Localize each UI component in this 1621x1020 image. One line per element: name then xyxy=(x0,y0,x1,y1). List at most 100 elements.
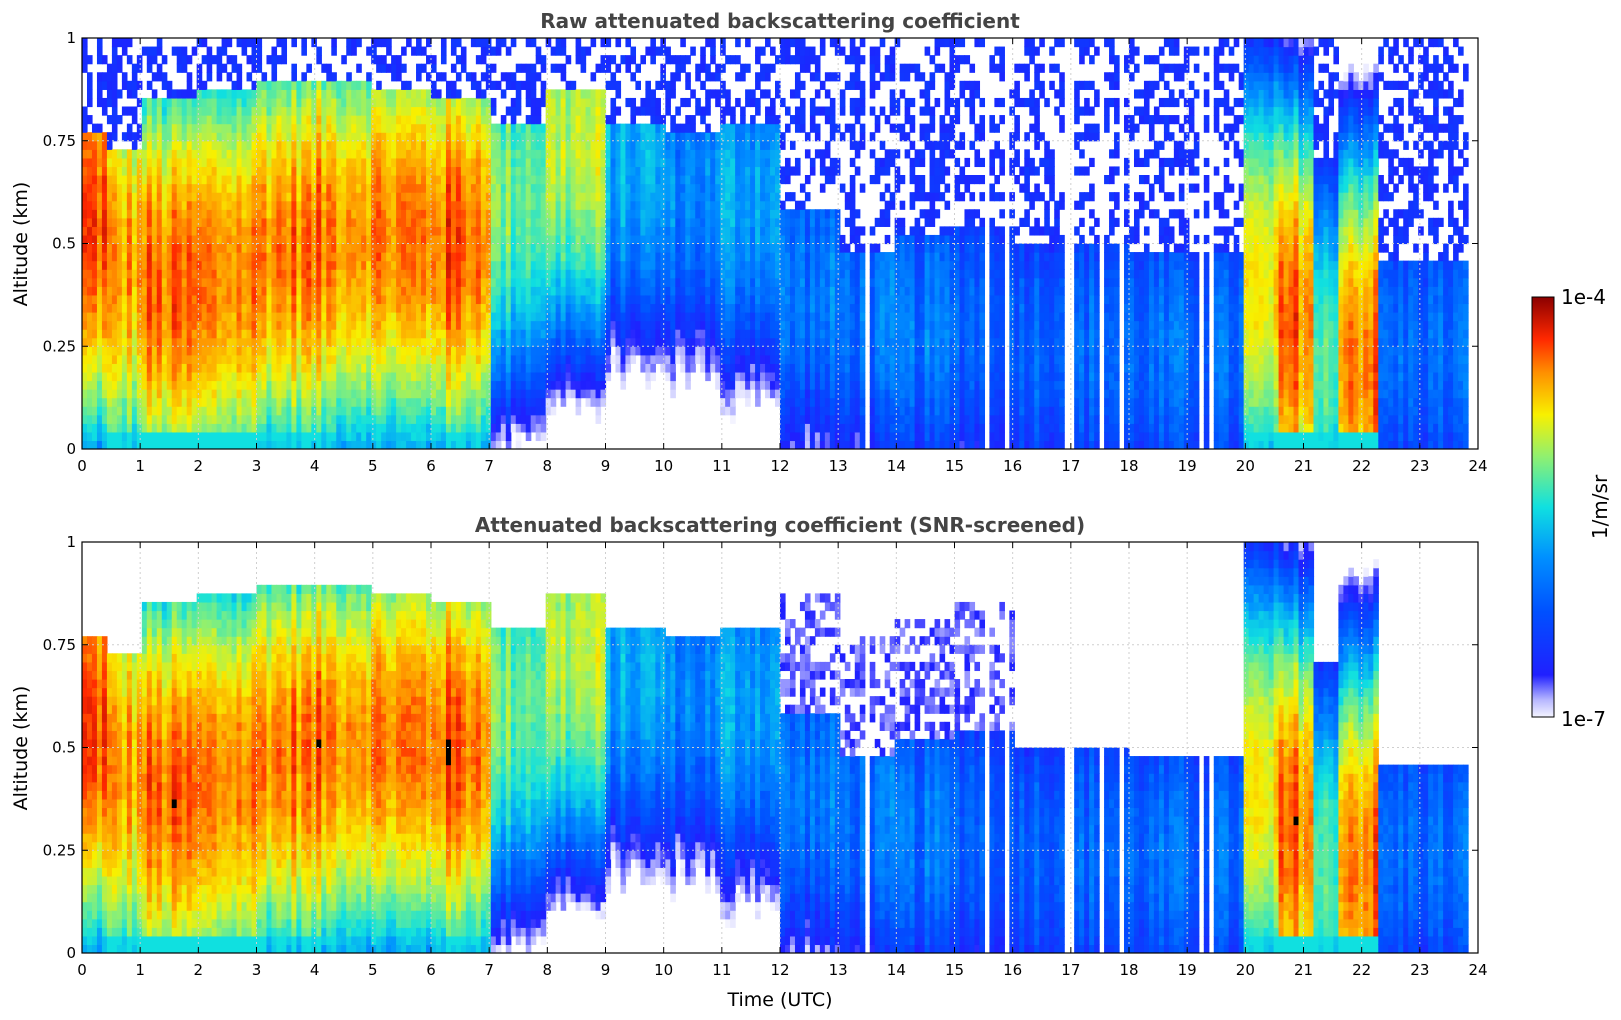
heatmap-cell xyxy=(401,166,407,176)
heatmap-cell xyxy=(465,346,472,356)
heatmap-cell xyxy=(156,252,163,262)
heatmap-cell xyxy=(166,234,173,245)
heatmap-cell xyxy=(610,115,617,125)
heatmap-cell xyxy=(256,389,263,399)
heatmap-cell xyxy=(431,269,437,279)
heatmap-cell xyxy=(665,286,671,296)
heatmap-cell xyxy=(191,389,198,399)
heatmap-cell xyxy=(281,277,288,287)
heatmap-cell xyxy=(450,89,457,99)
heatmap-cell xyxy=(386,209,392,219)
heatmap-cell xyxy=(291,329,297,339)
heatmap-cell xyxy=(535,157,542,168)
heatmap-cell xyxy=(116,406,123,416)
heatmap-cell xyxy=(206,286,213,296)
heatmap-cell xyxy=(600,166,607,176)
heatmap-cell xyxy=(445,209,452,219)
heatmap-cell xyxy=(645,80,651,90)
heatmap-cell xyxy=(650,38,656,48)
heatmap-cell xyxy=(326,106,332,116)
heatmap-cell xyxy=(660,157,666,168)
heatmap-cell xyxy=(525,175,532,185)
heatmap-cell xyxy=(470,123,477,133)
heatmap-cell xyxy=(311,320,317,330)
heatmap-cell xyxy=(520,303,527,313)
heatmap-cell xyxy=(111,337,118,347)
heatmap-cell xyxy=(515,312,522,322)
heatmap-cell xyxy=(440,209,447,219)
heatmap-cell xyxy=(356,123,362,133)
heatmap-cell xyxy=(121,389,128,399)
heatmap-cell xyxy=(141,140,148,150)
heatmap-cell xyxy=(455,123,462,133)
heatmap-cell xyxy=(251,243,258,253)
heatmap-cell xyxy=(306,346,312,356)
heatmap-cell xyxy=(236,149,243,159)
heatmap-cell xyxy=(510,286,517,296)
heatmap-cell xyxy=(206,226,213,236)
heatmap-cell xyxy=(196,320,203,330)
heatmap-cell xyxy=(191,329,198,339)
heatmap-cell xyxy=(640,183,646,193)
heatmap-cell xyxy=(106,371,113,382)
heatmap-cell xyxy=(221,312,228,322)
heatmap-cell xyxy=(281,363,288,373)
heatmap-cell xyxy=(306,277,312,287)
heatmap-cell xyxy=(266,363,273,373)
heatmap-cell xyxy=(391,157,397,168)
heatmap-cell xyxy=(146,346,153,356)
heatmap-cell xyxy=(580,166,587,176)
heatmap-cell xyxy=(241,371,248,382)
heatmap-cell xyxy=(366,157,372,168)
heatmap-cell xyxy=(391,406,397,416)
heatmap-cell xyxy=(595,166,602,176)
heatmap-cell xyxy=(301,123,307,133)
heatmap-cell xyxy=(91,269,98,279)
heatmap-cell xyxy=(346,320,352,330)
heatmap-cell xyxy=(495,397,502,407)
heatmap-cell xyxy=(311,389,317,399)
heatmap-cell xyxy=(431,55,437,65)
heatmap-cell xyxy=(351,149,357,159)
heatmap-cell xyxy=(450,406,457,416)
heatmap-cell xyxy=(376,337,382,347)
heatmap-cell xyxy=(366,414,372,424)
heatmap-cell xyxy=(595,252,602,262)
heatmap-cell xyxy=(650,346,656,356)
heatmap-cell xyxy=(480,346,487,356)
heatmap-cell xyxy=(376,277,382,287)
heatmap-cell xyxy=(515,209,522,219)
heatmap-cell xyxy=(126,303,133,313)
heatmap-cell xyxy=(515,329,522,339)
heatmap-cell xyxy=(610,260,617,270)
heatmap-cell xyxy=(311,209,317,219)
heatmap-cell xyxy=(590,106,597,116)
heatmap-cell xyxy=(366,406,372,416)
heatmap-cell xyxy=(585,157,592,168)
heatmap-cell xyxy=(635,303,641,313)
heatmap-cell xyxy=(431,226,437,236)
heatmap-cell xyxy=(401,106,407,116)
heatmap-cell xyxy=(221,423,228,433)
heatmap-cell xyxy=(251,406,258,416)
heatmap-cell xyxy=(515,423,522,433)
heatmap-cell xyxy=(341,431,347,442)
heatmap-cell xyxy=(485,80,492,90)
heatmap-cell xyxy=(291,72,297,82)
heatmap-cell xyxy=(376,431,382,442)
heatmap-cell xyxy=(401,294,407,305)
heatmap-cell xyxy=(311,406,317,416)
heatmap-cell xyxy=(575,183,582,193)
heatmap-cell xyxy=(520,363,527,373)
heatmap-cell xyxy=(460,183,467,193)
heatmap-cell xyxy=(650,294,656,305)
heatmap-cell xyxy=(490,260,497,270)
heatmap-cell xyxy=(376,397,382,407)
heatmap-cell xyxy=(176,200,183,210)
heatmap-cell xyxy=(281,346,288,356)
heatmap-cell xyxy=(106,217,113,227)
heatmap-cell xyxy=(306,97,312,108)
heatmap-cell xyxy=(575,217,582,227)
heatmap-cell xyxy=(600,97,607,108)
heatmap-cell xyxy=(176,89,183,99)
